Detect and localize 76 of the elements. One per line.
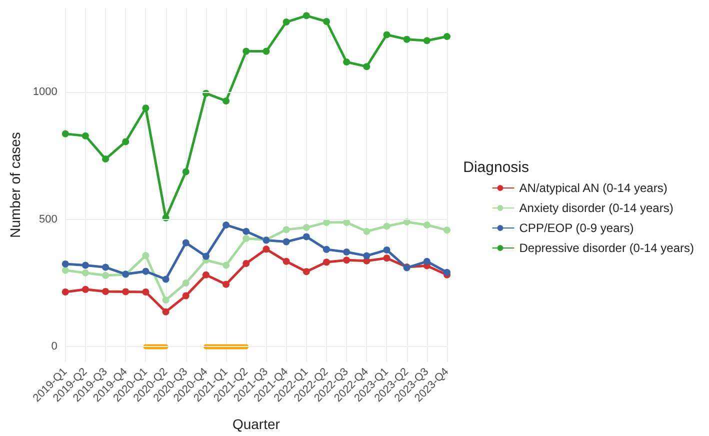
y-tick-label: 0 xyxy=(51,340,58,353)
point xyxy=(282,18,290,26)
point xyxy=(142,288,150,296)
legend-label: CPP/EOP (0-9 years) xyxy=(519,221,634,235)
y-tick-label: 1000 xyxy=(32,86,58,98)
point xyxy=(62,260,69,268)
point xyxy=(403,36,410,43)
point xyxy=(383,31,390,38)
point xyxy=(162,308,170,316)
y-axis-title: Number of cases xyxy=(7,132,23,238)
point xyxy=(222,280,230,288)
point xyxy=(262,246,270,253)
y-tick-label: 500 xyxy=(39,213,58,226)
point xyxy=(343,218,350,226)
point xyxy=(142,104,150,112)
legend-title: Diagnosis xyxy=(463,159,530,176)
point xyxy=(282,238,290,246)
point xyxy=(363,63,370,70)
point xyxy=(102,264,110,271)
point xyxy=(242,228,250,235)
point xyxy=(322,246,330,253)
point xyxy=(322,258,330,266)
point xyxy=(242,48,250,55)
x-axis-title: Quarter xyxy=(232,416,280,432)
point xyxy=(222,221,230,228)
point xyxy=(82,132,89,140)
point xyxy=(102,272,110,279)
point xyxy=(202,252,210,260)
point xyxy=(242,260,250,267)
point xyxy=(122,138,130,146)
point xyxy=(302,268,310,276)
point xyxy=(302,224,310,232)
point xyxy=(222,262,230,269)
point xyxy=(423,37,430,44)
point xyxy=(343,58,350,66)
point xyxy=(202,271,210,278)
point xyxy=(444,268,450,276)
point xyxy=(383,246,390,254)
point xyxy=(343,248,350,256)
point xyxy=(444,226,450,234)
point xyxy=(102,156,110,163)
legend-label: Depressive disorder (0-14 years) xyxy=(519,241,694,255)
point xyxy=(444,33,450,40)
point xyxy=(282,226,290,234)
point xyxy=(142,252,150,260)
point xyxy=(383,222,390,230)
point xyxy=(82,269,89,276)
point xyxy=(363,228,370,235)
point xyxy=(262,48,270,55)
legend-label: AN/atypical AN (0-14 years) xyxy=(519,181,668,195)
point xyxy=(162,276,170,283)
point xyxy=(82,286,89,293)
point xyxy=(302,12,310,20)
point xyxy=(62,266,69,274)
point xyxy=(182,280,190,287)
point xyxy=(162,296,170,304)
point xyxy=(102,288,110,295)
legend-label: Anxiety disorder (0-14 years) xyxy=(519,201,674,215)
point xyxy=(423,258,430,265)
point xyxy=(423,221,430,228)
point xyxy=(122,288,130,296)
point xyxy=(322,18,330,25)
point xyxy=(82,262,89,269)
point xyxy=(282,258,290,265)
point xyxy=(242,234,250,242)
point xyxy=(182,239,190,246)
point xyxy=(222,97,230,104)
point xyxy=(182,292,190,300)
point xyxy=(343,256,350,264)
point xyxy=(302,233,310,240)
point xyxy=(363,252,370,260)
point xyxy=(182,168,190,176)
point xyxy=(383,254,390,262)
point xyxy=(142,268,150,275)
point xyxy=(62,288,69,296)
point xyxy=(62,130,69,138)
